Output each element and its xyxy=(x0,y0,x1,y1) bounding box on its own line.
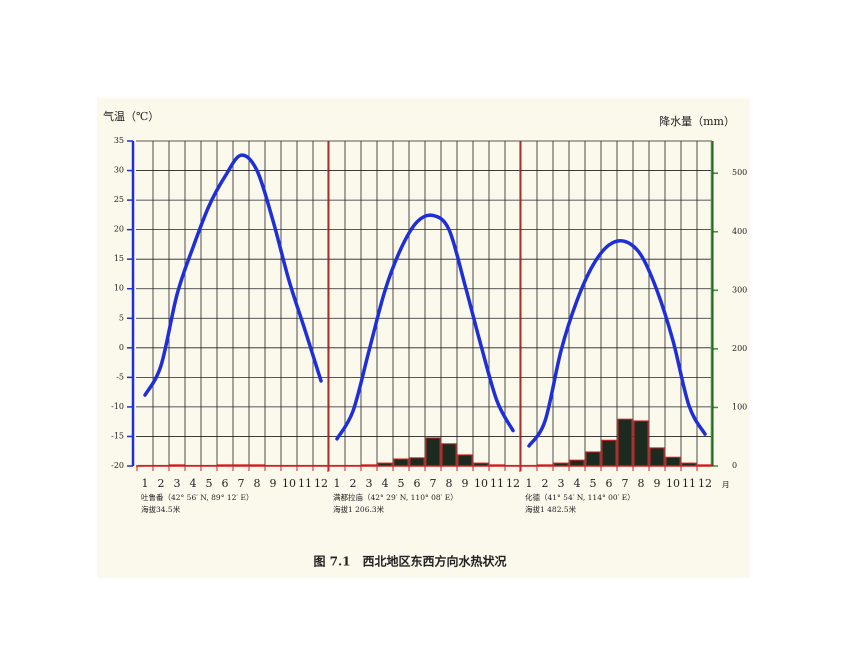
x-tick-label: 8 xyxy=(446,477,453,490)
y-tick-label: 15 xyxy=(114,254,124,263)
x-tick-label: 4 xyxy=(382,477,389,490)
precipitation-bar xyxy=(601,439,617,467)
x-tick-label: 7 xyxy=(622,477,629,490)
precipitation-bar xyxy=(617,418,633,467)
x-tick-label: 6 xyxy=(606,477,613,490)
precipitation-bar xyxy=(665,456,681,467)
station-elevation: 海拔34.5米 xyxy=(141,504,181,514)
y-tick-label: -20 xyxy=(111,461,124,470)
y-tick-label: -5 xyxy=(116,372,124,381)
precipitation-bar xyxy=(393,458,409,467)
x-tick-label: 10 xyxy=(666,477,680,490)
y-tick-label: 25 xyxy=(114,195,124,204)
x-tick-label: 2 xyxy=(158,477,165,490)
x-tick-label: 12 xyxy=(314,477,328,490)
x-tick-label: 3 xyxy=(366,477,373,490)
temperature-line xyxy=(335,213,515,441)
y-axis-label: 气温（℃） xyxy=(103,109,159,123)
x-tick-label: 4 xyxy=(574,477,581,490)
station-elevation: 海拔1 206.3米 xyxy=(333,504,385,514)
x-tick-label: 11 xyxy=(490,477,504,490)
x-tick-label: 12 xyxy=(506,477,520,490)
x-tick-label: 5 xyxy=(398,477,405,490)
temperature-line xyxy=(527,238,707,448)
x-tick-label: 11 xyxy=(298,477,312,490)
x-tick-label: 3 xyxy=(174,477,181,490)
station-label: 满都拉庙（42° 29′ N, 110° 08′ E） xyxy=(333,492,458,502)
x-tick-label: 9 xyxy=(654,477,661,490)
x-tick-label: 10 xyxy=(282,477,296,490)
y2-tick-label: 0 xyxy=(732,461,737,470)
y-tick-label: 5 xyxy=(119,313,124,322)
x-tick-label: 1 xyxy=(142,477,149,490)
precipitation-bar xyxy=(409,457,425,467)
x-tick-label: 9 xyxy=(462,477,469,490)
x-tick-label: 8 xyxy=(638,477,645,490)
y-tick-label: -10 xyxy=(111,402,124,411)
precipitation-bar xyxy=(425,437,441,467)
y2-tick-label: 400 xyxy=(732,227,747,236)
x-tick-label: 6 xyxy=(222,477,229,490)
x-tick-label: 4 xyxy=(190,477,197,490)
precipitation-bar xyxy=(441,443,457,467)
station-elevation: 海拔1 482.5米 xyxy=(525,504,577,514)
y-tick-label: 0 xyxy=(119,343,124,352)
y-tick-label: 30 xyxy=(114,166,124,175)
x-tick-label: 7 xyxy=(430,477,437,490)
y-tick-label: -15 xyxy=(111,431,124,440)
station-label: 化德（41° 54′ N, 114° 00′ E） xyxy=(525,492,635,502)
x-tick-label: 8 xyxy=(254,477,261,490)
x-tick-label: 10 xyxy=(474,477,488,490)
chart-title: 图 7.1 西北地区东西方向水热状况 xyxy=(313,554,506,569)
precipitation-bar xyxy=(649,447,665,467)
y2-tick-label: 500 xyxy=(732,168,747,177)
y-tick-label: 10 xyxy=(114,284,124,293)
precipitation-bar xyxy=(633,420,649,467)
x-tick-label: 9 xyxy=(270,477,277,490)
y-tick-label: 35 xyxy=(114,136,124,145)
x-tick-label: 7 xyxy=(238,477,245,490)
x-tick-label: 3 xyxy=(558,477,565,490)
x-tick-label: 5 xyxy=(590,477,597,490)
chart-background xyxy=(97,98,750,578)
x-tick-label: 6 xyxy=(414,477,421,490)
y-tick-label: 20 xyxy=(114,225,124,234)
precipitation-bar xyxy=(457,454,473,467)
x-tick-label: 2 xyxy=(350,477,357,490)
x-tick-label: 2 xyxy=(542,477,549,490)
x-tick-label: 11 xyxy=(682,477,696,490)
x-unit: 月 xyxy=(722,480,730,489)
y2-axis-label: 降水量（mm） xyxy=(659,114,735,128)
x-tick-label: 1 xyxy=(526,477,533,490)
x-tick-label: 12 xyxy=(698,477,712,490)
precipitation-bar xyxy=(569,459,585,467)
station-label: 吐鲁番（42° 56′ N, 89° 12′ E） xyxy=(141,492,253,502)
precipitation-bar xyxy=(585,451,601,467)
x-tick-label: 5 xyxy=(206,477,213,490)
y2-tick-label: 100 xyxy=(732,402,747,411)
temperature-line xyxy=(143,153,323,397)
y2-tick-label: 200 xyxy=(732,344,747,353)
y2-tick-label: 300 xyxy=(732,285,747,294)
x-tick-label: 1 xyxy=(334,477,341,490)
